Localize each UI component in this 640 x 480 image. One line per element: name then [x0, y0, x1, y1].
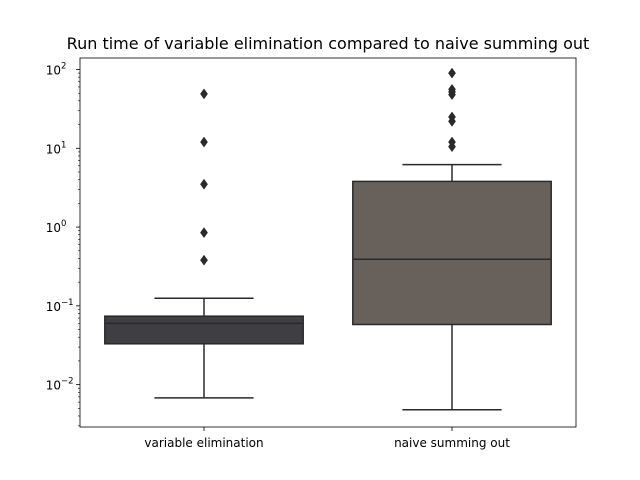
- y-tick-exponent: −2: [61, 377, 74, 387]
- box-iqr: [352, 180, 552, 326]
- y-tick-exponent: −1: [61, 298, 74, 308]
- outlier-point: [448, 111, 456, 123]
- x-tick-label: naive summing out: [394, 436, 510, 450]
- y-tick-exponent: 0: [61, 219, 66, 229]
- outlier-point: [200, 254, 208, 266]
- outlier-point: [448, 83, 456, 95]
- outlier-point: [448, 67, 456, 79]
- y-tick-exponent: 1: [61, 140, 66, 150]
- y-tick-label: 10: [46, 142, 61, 156]
- y-tick-label: 10: [46, 64, 61, 78]
- axes-frame: [79, 57, 577, 428]
- y-tick-label: 10: [46, 221, 61, 235]
- plot-area: [104, 67, 552, 411]
- axes: variable elimination naive summing out10−…: [46, 62, 510, 450]
- box-group-1: [104, 88, 304, 399]
- outlier-point: [200, 178, 208, 190]
- y-tick-exponent: 2: [61, 62, 66, 72]
- outlier-point: [200, 136, 208, 148]
- chart-title: Run time of variable elimination compare…: [67, 34, 590, 53]
- outlier-point: [448, 136, 456, 148]
- x-tick-label: variable elimination: [144, 436, 263, 450]
- outlier-point: [200, 88, 208, 100]
- box-iqr: [104, 315, 304, 345]
- box-group-2: [352, 67, 552, 411]
- y-tick-label: 10: [46, 379, 61, 393]
- outlier-point: [200, 227, 208, 239]
- y-tick-label: 10: [46, 300, 61, 314]
